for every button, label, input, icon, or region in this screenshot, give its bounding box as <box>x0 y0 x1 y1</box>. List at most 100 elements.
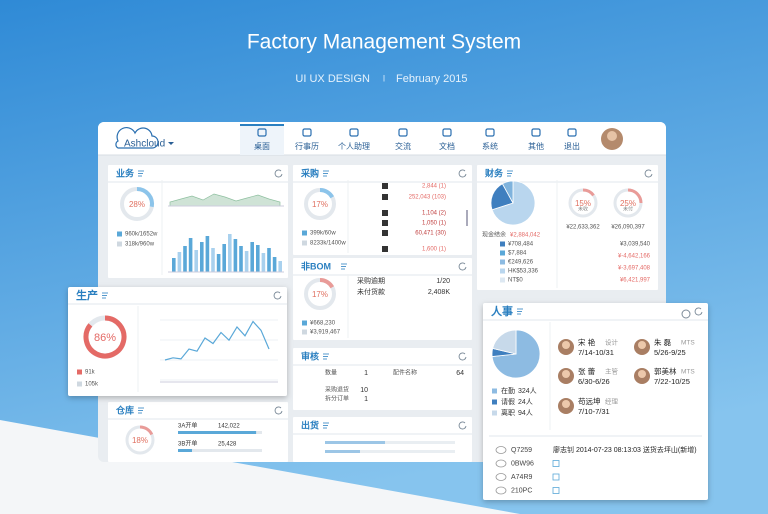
nav-item[interactable]: 文档 <box>439 141 455 151</box>
nav-item[interactable]: 个人助理 <box>338 141 370 151</box>
row-value: 25,428 <box>218 442 237 448</box>
donut-sub: 未付 <box>623 205 633 212</box>
person-face <box>638 341 646 349</box>
bar <box>261 253 266 272</box>
person-dates: 7/10-7/31 <box>578 407 610 416</box>
legend-label: 在勤 <box>501 386 515 395</box>
amount: ¥22,633,362 <box>566 225 600 231</box>
nav-icon[interactable] <box>531 128 541 137</box>
person-role: MTS <box>681 369 695 376</box>
bar-track <box>325 441 455 444</box>
edit-icon[interactable] <box>552 460 560 467</box>
bar <box>172 258 176 272</box>
nav-icon[interactable] <box>485 128 495 137</box>
legend-swatch <box>302 320 307 326</box>
person-face <box>638 370 646 378</box>
legend-swatch <box>500 241 505 247</box>
nav-icon[interactable] <box>349 128 359 137</box>
summary-value: ¥6,421,997 <box>620 278 651 284</box>
row-label: 拆分订单 <box>325 395 349 403</box>
nav-icon[interactable] <box>302 128 312 137</box>
nav-item[interactable]: 桌面 <box>254 141 270 151</box>
nav-icon[interactable] <box>257 128 267 137</box>
user-avatar-face <box>607 131 617 141</box>
refresh-icon[interactable] <box>458 262 467 271</box>
nav-item[interactable]: 其他 <box>528 141 544 151</box>
log-text: 廖志钊 2014-07-23 08:13:03 送货去坪山(新增) <box>553 445 697 454</box>
legend-item: 105k <box>85 382 99 388</box>
legend-item: 8233k/1400w <box>310 241 346 247</box>
donut-label: 25% <box>620 199 636 208</box>
refresh-icon[interactable] <box>273 291 282 300</box>
bar <box>178 449 192 452</box>
legend-value: 324人 <box>518 387 537 395</box>
bar <box>272 257 277 272</box>
legend-value: 24人 <box>518 398 533 406</box>
bar <box>205 236 210 272</box>
donut-label: 17% <box>312 200 328 209</box>
bar <box>267 248 271 272</box>
qr-icon <box>382 194 388 200</box>
refresh-icon[interactable] <box>644 169 653 178</box>
donut-arc <box>139 425 154 436</box>
nav-item[interactable]: 退出 <box>564 141 580 151</box>
panel-title: 出货 <box>301 419 319 430</box>
refresh-icon[interactable] <box>274 406 283 415</box>
legend-item: 960k/1652w <box>125 232 158 238</box>
bar <box>188 238 193 272</box>
donut-label: 86% <box>94 332 116 344</box>
currency-item: HK$53,336 <box>508 269 539 275</box>
nav-item[interactable]: 交流 <box>395 141 411 151</box>
nav-icon[interactable] <box>567 128 577 137</box>
person-role: 主管 <box>605 367 619 376</box>
nav-icon[interactable] <box>442 128 452 137</box>
refresh-icon[interactable] <box>274 169 283 178</box>
legend-swatch <box>77 369 82 375</box>
legend-label: 离职 <box>501 408 515 417</box>
bar <box>244 251 249 272</box>
log-code: 0BW96 <box>511 460 534 467</box>
nav-item[interactable]: 系统 <box>482 141 498 151</box>
currency-item: €249,626 <box>508 260 534 266</box>
legend-swatch <box>500 259 505 265</box>
logo-dropdown[interactable] <box>168 142 174 145</box>
bar <box>325 441 385 444</box>
logo-icon <box>115 127 159 149</box>
bar <box>278 261 282 272</box>
log-code: A74R9 <box>511 474 533 481</box>
donut-arc <box>319 278 335 289</box>
donut-sub: 未收 <box>578 205 588 212</box>
donut-arc <box>83 315 127 359</box>
panel <box>68 287 287 396</box>
summary-value: ¥-3,697,408 <box>618 266 651 272</box>
currency-item: ¥708,484 <box>508 242 534 248</box>
refresh-icon[interactable] <box>458 421 467 430</box>
refresh-icon[interactable] <box>694 307 703 316</box>
person-face <box>562 400 570 408</box>
donut-label: 28% <box>129 200 145 209</box>
separator: I <box>383 73 386 83</box>
page-subtitle: UI UX DESIGN <box>295 73 370 85</box>
bar <box>194 250 198 272</box>
log-icon <box>495 446 507 454</box>
refresh-icon[interactable] <box>458 169 467 178</box>
currency-item: NT$0 <box>508 278 523 284</box>
summary-value: ¥3,039,540 <box>620 242 651 248</box>
row-value: 142,022 <box>218 424 240 430</box>
edit-icon[interactable] <box>552 473 560 481</box>
person-dates: 6/30-6/26 <box>578 377 610 386</box>
person-name: 张 蕾 <box>578 366 596 376</box>
edit-icon[interactable] <box>552 487 560 494</box>
logo[interactable]: Ashcloud <box>124 139 165 150</box>
add-icon[interactable] <box>681 309 691 319</box>
row-label: 采购逾期 <box>357 276 385 285</box>
person-name: 朱 磊 <box>654 337 672 347</box>
refresh-icon[interactable] <box>458 352 467 361</box>
donut-label: 15% <box>575 199 591 208</box>
nav-icon[interactable] <box>398 128 408 137</box>
panel-title: 财务 <box>484 167 504 178</box>
pie-slice <box>492 329 517 355</box>
purchase-value: 2,844 (1) <box>422 184 446 190</box>
nav-item[interactable]: 行事历 <box>295 141 319 151</box>
